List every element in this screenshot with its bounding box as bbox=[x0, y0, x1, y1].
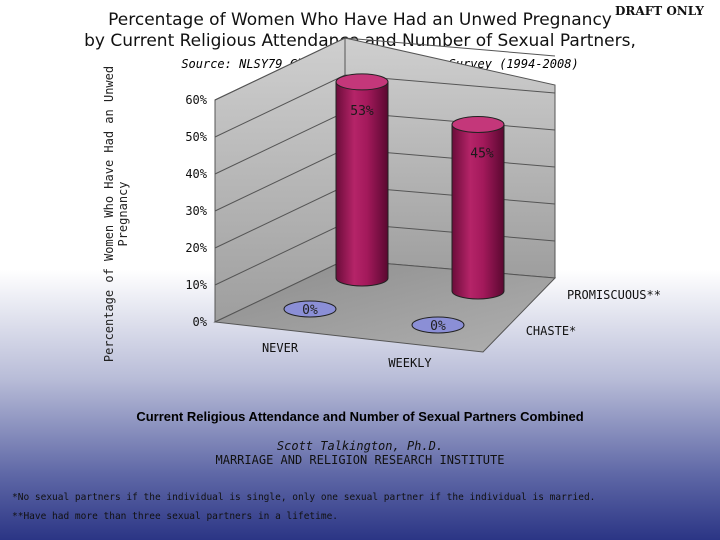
institute-name: MARRIAGE AND RELIGION RESEARCH INSTITUTE bbox=[215, 453, 505, 467]
footnote-chaste: *No sexual partners if the individual is… bbox=[12, 492, 596, 503]
series-axis-label: PROMISCUOUS** bbox=[567, 288, 661, 302]
y-tick-label: 10% bbox=[185, 278, 207, 292]
data-label: 53% bbox=[350, 104, 374, 119]
cylinder-never bbox=[335, 81, 389, 287]
chart-title-line1: Percentage of Women Who Have Had an Unwe… bbox=[108, 10, 612, 30]
y-tick-label: 20% bbox=[185, 241, 207, 255]
gridline bbox=[214, 37, 556, 101]
x-axis-label: Current Religious Attendance and Number … bbox=[136, 409, 584, 424]
flat-disk-chaste-never bbox=[283, 300, 337, 318]
cylinder-weekly-top bbox=[451, 116, 505, 133]
y-tick-label: 30% bbox=[185, 204, 207, 218]
y-tick-label: 50% bbox=[185, 130, 207, 144]
series-axis-label: CHASTE* bbox=[526, 324, 577, 338]
gridline bbox=[214, 74, 556, 138]
y-tick-label: 0% bbox=[193, 315, 208, 329]
y-tick-label: 40% bbox=[185, 167, 207, 181]
y-tick-label: 60% bbox=[185, 93, 207, 107]
data-label: 45% bbox=[470, 147, 494, 162]
draft-label: DRAFT ONLY bbox=[615, 4, 704, 18]
x-tick-label: WEEKLY bbox=[388, 356, 432, 370]
author-block: Scott Talkington, Ph.D. MARRIAGE AND REL… bbox=[0, 439, 720, 467]
cylinder-weekly bbox=[451, 124, 505, 300]
data-label: 0% bbox=[430, 319, 446, 334]
author-name: Scott Talkington, Ph.D. bbox=[276, 439, 444, 453]
x-tick-label: NEVER bbox=[262, 341, 299, 355]
footnote-promiscuous: **Have had more than three sexual partne… bbox=[12, 511, 339, 522]
data-label: 0% bbox=[302, 303, 318, 318]
cylinder-never-top bbox=[335, 73, 389, 91]
flat-disk-chaste-weekly bbox=[411, 316, 465, 334]
